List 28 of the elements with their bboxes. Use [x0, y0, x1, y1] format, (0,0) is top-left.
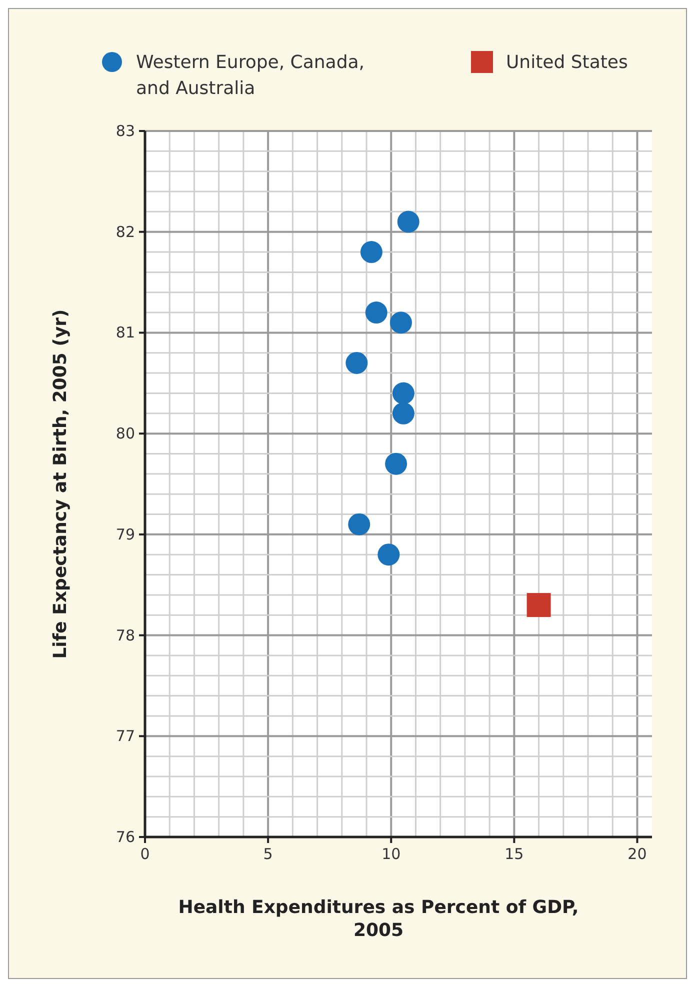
point — [346, 352, 368, 374]
x-tick-label: 5 — [263, 845, 273, 863]
point — [378, 544, 400, 566]
point — [392, 382, 414, 404]
legend-label: United States — [506, 52, 628, 73]
y-tick-label: 83 — [116, 122, 135, 140]
point — [397, 210, 420, 233]
point — [360, 241, 382, 264]
y-tick-label: 80 — [116, 424, 135, 443]
legend-label: Western Europe, Canada, and Australia — [136, 52, 364, 99]
x-tick-label: 15 — [504, 845, 524, 863]
y-tick-label: 81 — [116, 324, 135, 342]
point — [385, 452, 408, 475]
y-axis-title: Life Expectancy at Birth, 2005 (yr) — [50, 309, 71, 659]
point — [365, 302, 388, 324]
x-axis-title: Health Expenditures as Percent of GDP, 2005 — [178, 897, 579, 941]
y-tick-label: 76 — [116, 828, 135, 846]
x-tick-label: 10 — [382, 845, 401, 863]
point — [392, 402, 414, 424]
point — [526, 593, 551, 618]
x-tick-label: 20 — [628, 845, 647, 863]
x-tick-label: 0 — [140, 845, 150, 863]
point — [348, 513, 370, 536]
y-tick-label: 82 — [116, 222, 135, 241]
y-tick-label: 77 — [116, 727, 135, 746]
point — [390, 312, 412, 334]
y-tick-label: 78 — [116, 626, 135, 644]
y-tick-label: 79 — [116, 525, 135, 544]
